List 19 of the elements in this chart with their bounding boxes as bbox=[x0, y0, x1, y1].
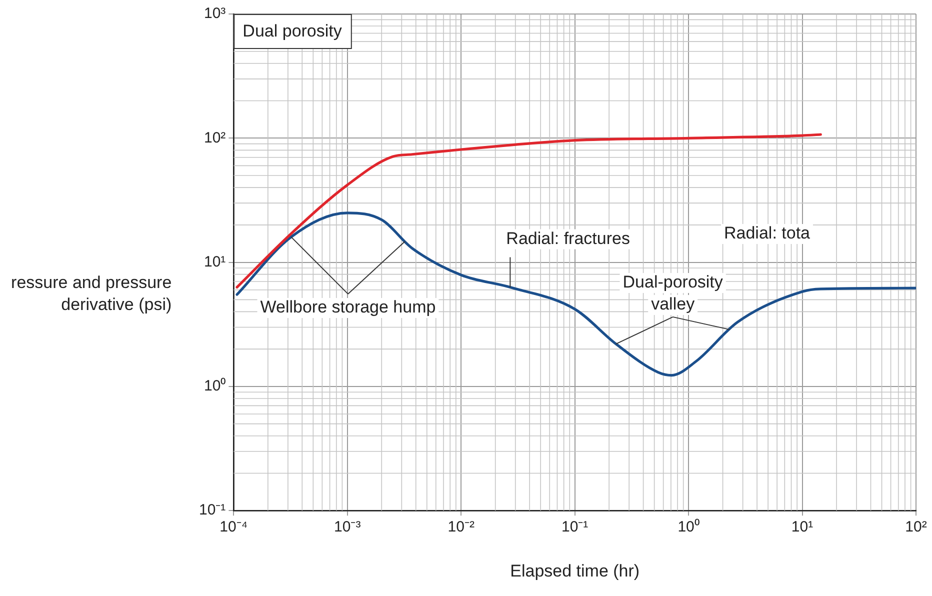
x-axis-title: Elapsed time (hr) bbox=[510, 561, 640, 580]
x-tick-label: 10⁻¹ bbox=[561, 518, 588, 536]
x-tick-label: 10⁻² bbox=[448, 518, 474, 536]
x-tick-label: 10⁻³ bbox=[334, 518, 361, 536]
y-tick-label: 10⁰ bbox=[204, 378, 226, 395]
annotation: Wellbore storage hump bbox=[260, 298, 436, 317]
annotation: Dual porosity bbox=[242, 22, 342, 41]
annotation: Radial: tota bbox=[724, 224, 811, 243]
x-tick-label: 10¹ bbox=[791, 518, 814, 536]
annotation: Dual-porosity valley bbox=[622, 272, 724, 314]
annotation: Radial: fractures bbox=[506, 228, 630, 248]
y-tick-label: 10³ bbox=[204, 5, 226, 22]
y-axis-title: ressure and pressure derivative (psi) bbox=[11, 273, 172, 314]
y-tick-label: 10² bbox=[204, 129, 226, 146]
x-tick-label: 10⁰ bbox=[678, 518, 700, 536]
y-tick-label: 10¹ bbox=[204, 253, 226, 270]
x-tick-label: 10² bbox=[905, 518, 927, 536]
x-tick-label: 10⁻⁴ bbox=[220, 518, 248, 536]
y-tick-label: 10⁻¹ bbox=[198, 502, 226, 519]
